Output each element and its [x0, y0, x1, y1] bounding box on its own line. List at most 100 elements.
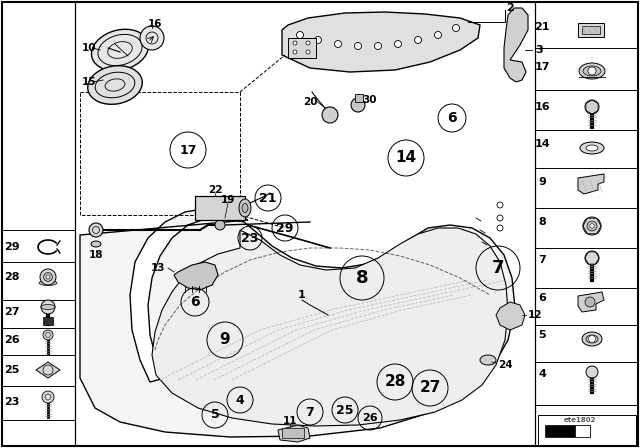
Ellipse shape — [586, 145, 598, 151]
Ellipse shape — [92, 29, 148, 71]
Circle shape — [293, 50, 297, 54]
Circle shape — [215, 220, 225, 230]
Text: 14: 14 — [534, 139, 550, 149]
Text: 16: 16 — [148, 19, 163, 29]
Circle shape — [585, 251, 599, 265]
Text: 1: 1 — [298, 290, 306, 300]
Text: 6: 6 — [190, 295, 200, 309]
Circle shape — [355, 43, 362, 49]
Text: 24: 24 — [498, 360, 513, 370]
Text: 15: 15 — [82, 77, 97, 87]
Text: 4: 4 — [538, 369, 546, 379]
Text: 2: 2 — [506, 3, 514, 13]
Bar — [575, 425, 590, 437]
Text: 23: 23 — [241, 232, 259, 245]
Polygon shape — [578, 174, 604, 194]
Text: 28: 28 — [384, 375, 406, 389]
Text: 29: 29 — [276, 221, 294, 234]
Circle shape — [306, 50, 310, 54]
Circle shape — [293, 41, 297, 45]
Ellipse shape — [39, 280, 57, 285]
Circle shape — [46, 275, 50, 279]
Ellipse shape — [580, 142, 604, 154]
Text: 25: 25 — [336, 404, 354, 417]
Ellipse shape — [586, 335, 598, 343]
Circle shape — [586, 366, 598, 378]
Circle shape — [44, 272, 52, 281]
Polygon shape — [152, 228, 508, 426]
Text: 19: 19 — [221, 195, 235, 205]
Bar — [195, 196, 245, 220]
Ellipse shape — [582, 332, 602, 346]
Circle shape — [89, 223, 103, 237]
Bar — [43, 317, 53, 325]
Text: 6: 6 — [538, 293, 546, 303]
Text: ete1802: ete1802 — [564, 417, 596, 423]
Text: 8: 8 — [356, 269, 368, 287]
Polygon shape — [80, 208, 515, 437]
Bar — [545, 425, 590, 437]
Circle shape — [415, 36, 422, 43]
Text: 9: 9 — [220, 332, 230, 348]
Circle shape — [589, 224, 595, 228]
Text: 17: 17 — [534, 62, 550, 72]
Circle shape — [497, 225, 503, 231]
Circle shape — [322, 107, 338, 123]
Text: 17: 17 — [179, 143, 196, 156]
Ellipse shape — [583, 66, 601, 76]
Ellipse shape — [579, 63, 605, 79]
Text: 16: 16 — [534, 102, 550, 112]
Circle shape — [140, 26, 164, 50]
Circle shape — [587, 221, 597, 231]
Ellipse shape — [91, 241, 101, 247]
Text: 30: 30 — [363, 95, 377, 105]
Text: 28: 28 — [4, 272, 20, 282]
Text: 7: 7 — [492, 259, 504, 277]
Text: 21: 21 — [259, 191, 276, 204]
Text: 12: 12 — [528, 310, 543, 320]
Polygon shape — [578, 292, 604, 312]
Circle shape — [40, 269, 56, 285]
Text: 5: 5 — [211, 409, 220, 422]
Circle shape — [589, 336, 595, 343]
Ellipse shape — [239, 199, 251, 217]
Text: 21: 21 — [534, 22, 550, 32]
Text: 3: 3 — [535, 45, 543, 55]
Ellipse shape — [242, 203, 248, 212]
Circle shape — [583, 217, 601, 235]
Circle shape — [435, 31, 442, 39]
Ellipse shape — [41, 305, 55, 310]
Bar — [282, 428, 304, 438]
Text: 20: 20 — [303, 97, 318, 107]
Text: 6: 6 — [447, 111, 457, 125]
Text: 10: 10 — [82, 43, 97, 53]
Circle shape — [351, 98, 365, 112]
Text: 25: 25 — [4, 365, 20, 375]
Text: 5: 5 — [538, 330, 546, 340]
Text: 13: 13 — [150, 263, 165, 273]
Text: 11: 11 — [283, 416, 297, 426]
Text: 8: 8 — [538, 217, 546, 227]
Bar — [582, 26, 600, 34]
Text: 29: 29 — [4, 242, 20, 252]
Text: 7: 7 — [538, 255, 546, 265]
Text: 9: 9 — [538, 177, 546, 187]
Circle shape — [43, 330, 53, 340]
Circle shape — [394, 40, 401, 47]
Text: 18: 18 — [89, 250, 103, 260]
Circle shape — [497, 215, 503, 221]
Circle shape — [497, 202, 503, 208]
Text: 22: 22 — [208, 185, 222, 195]
Polygon shape — [174, 262, 218, 290]
Circle shape — [588, 67, 596, 75]
Circle shape — [42, 391, 54, 403]
Circle shape — [585, 100, 599, 114]
Ellipse shape — [88, 66, 142, 104]
Ellipse shape — [480, 355, 496, 365]
Bar — [355, 94, 363, 102]
Bar — [538, 415, 636, 445]
Text: 4: 4 — [236, 393, 244, 406]
Circle shape — [374, 43, 381, 49]
Polygon shape — [36, 362, 60, 378]
Polygon shape — [504, 8, 528, 82]
